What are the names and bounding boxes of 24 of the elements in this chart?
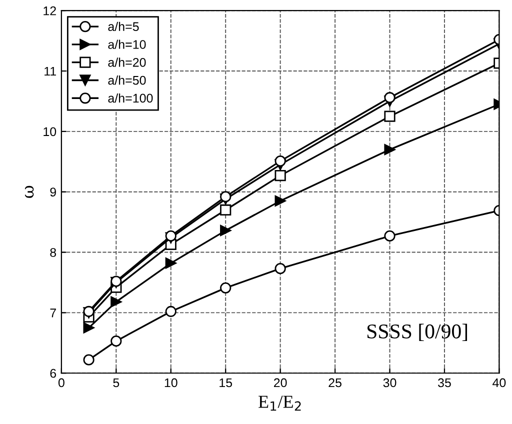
legend-label: a/h=5 xyxy=(108,22,139,32)
y-tick-label: 11 xyxy=(44,66,56,76)
x-tick-label: 30 xyxy=(383,378,396,388)
x-tick-label: 25 xyxy=(328,378,342,388)
legend-label: a/h=20 xyxy=(108,58,146,67)
y-tick-label: 6 xyxy=(50,368,56,378)
legend-label: a/h=100 xyxy=(108,93,153,103)
y-tick-label: 10 xyxy=(44,127,56,136)
x-tick-label: 5 xyxy=(113,378,120,388)
x-tick-label: 15 xyxy=(220,378,232,388)
y-tick-label: 12 xyxy=(44,6,56,16)
x-tick-label: 35 xyxy=(438,378,451,388)
y-tick-label: 9 xyxy=(50,188,56,197)
legend-label: a/h=10 xyxy=(108,40,146,49)
y-tick-label: 7 xyxy=(50,308,56,318)
legend-label: a/h=50 xyxy=(108,76,146,85)
x-tick-label: 40 xyxy=(492,378,506,388)
x-tick-label: 20 xyxy=(274,378,287,388)
x-axis-title: E$_{1}$/E$_{2}$ xyxy=(258,396,301,411)
x-tick-label: 10 xyxy=(164,378,178,388)
y-tick-label: 8 xyxy=(50,248,56,257)
x-tick-label: 0 xyxy=(58,378,64,388)
annotation: SSSS [0/90] xyxy=(367,324,468,342)
y-axis-title: ω xyxy=(25,186,34,198)
